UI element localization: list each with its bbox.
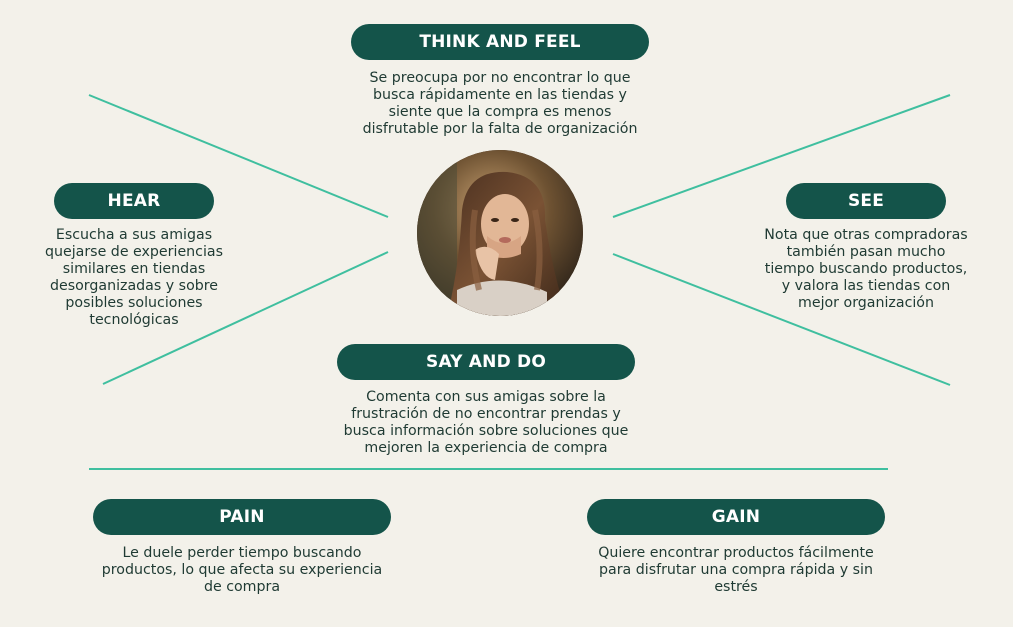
line-top-left	[88, 94, 389, 218]
gain-line: estrés	[714, 579, 758, 595]
think-and-feel-title: THINK AND FEEL	[351, 24, 649, 60]
think-and-feel-line: disfrutable por la falta de organización	[362, 121, 638, 137]
hear-text: Escucha a sus amigas quejarse de experie…	[25, 227, 243, 329]
hear-line: desorganizadas y sobre	[50, 278, 218, 294]
say-and-do-title: SAY AND DO	[337, 344, 635, 380]
see-line: mejor organización	[798, 295, 934, 311]
see-line: tiempo buscando productos,	[764, 261, 968, 277]
see-line: y valora las tiendas con	[781, 278, 951, 294]
hear-title: HEAR	[54, 183, 214, 219]
see-text: Nota que otras compradoras también pasan…	[748, 227, 984, 312]
say-and-do-text: Comenta con sus amigas sobre la frustrac…	[316, 389, 656, 457]
say-and-do-line: Comenta con sus amigas sobre la	[366, 389, 606, 405]
gain-title: GAIN	[587, 499, 885, 535]
hear-line: Escucha a sus amigas	[55, 227, 213, 243]
line-top-right	[612, 94, 951, 218]
pain-title: PAIN	[93, 499, 391, 535]
hear-line: quejarse de experiencias	[44, 244, 223, 260]
pain-line: de compra	[203, 579, 281, 595]
think-and-feel-text: Se preocupa por no encontrar lo que busc…	[330, 70, 670, 138]
line-bottom-left	[102, 251, 389, 385]
pain-line: productos, lo que afecta su experiencia	[101, 562, 383, 578]
see-title: SEE	[786, 183, 946, 219]
think-and-feel-line: siente que la compra es menos	[388, 104, 612, 120]
gain-line: Quiere encontrar productos fácilmente	[598, 545, 874, 561]
woman-portrait-photo	[417, 150, 583, 316]
think-and-feel-line: busca rápidamente en las tiendas y	[373, 87, 627, 103]
gain-line: para disfrutar una compra rápida y sin	[599, 562, 873, 578]
gain-text: Quiere encontrar productos fácilmente pa…	[566, 545, 906, 596]
hear-line: similares en tiendas	[62, 261, 206, 277]
see-line: Nota que otras compradoras	[764, 227, 968, 243]
pain-line: Le duele perder tiempo buscando	[122, 545, 362, 561]
pain-text: Le duele perder tiempo buscando producto…	[72, 545, 412, 596]
hear-line: posibles soluciones	[65, 295, 203, 311]
think-and-feel-line: Se preocupa por no encontrar lo que	[369, 70, 631, 86]
say-and-do-line: mejoren la experiencia de compra	[364, 440, 608, 456]
say-and-do-line: busca información sobre soluciones que	[343, 423, 629, 439]
see-line: también pasan mucho	[786, 244, 946, 260]
hear-line: tecnológicas	[89, 312, 179, 328]
say-and-do-line: frustración de no encontrar prendas y	[351, 406, 621, 422]
line-bottom-right	[612, 253, 951, 386]
